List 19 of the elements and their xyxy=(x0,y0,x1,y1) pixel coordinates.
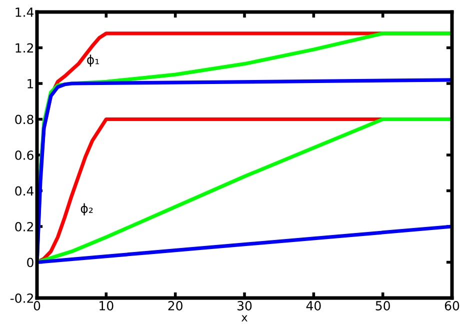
x-tick-label: 0 xyxy=(34,301,40,310)
x-axis-title: x xyxy=(242,315,248,322)
y-tick-label: 0.8 xyxy=(15,114,34,124)
y-tick-label: 1.4 xyxy=(16,8,34,17)
annotation: ϕ₂ xyxy=(80,203,93,216)
y-tick-label: 0.6 xyxy=(15,150,34,160)
y-tick-label: -0.2 xyxy=(10,293,33,303)
y-tick-label: 1.2 xyxy=(16,43,33,52)
x-tick-label: 60 xyxy=(444,301,460,310)
y-tick-label: 0 xyxy=(27,258,34,268)
x-tick-label: 10 xyxy=(100,301,114,310)
y-tick-label: 1 xyxy=(28,79,34,88)
x-tick-label: 50 xyxy=(376,301,390,310)
x-tick-label: 30 xyxy=(238,301,252,310)
y-tick-label: 0.4 xyxy=(15,186,34,196)
x-tick-label: 20 xyxy=(168,301,182,310)
annotation: ϕ₁ xyxy=(87,54,99,67)
x-tick-label: 40 xyxy=(306,301,321,310)
y-tick-label: 0.2 xyxy=(15,222,33,232)
